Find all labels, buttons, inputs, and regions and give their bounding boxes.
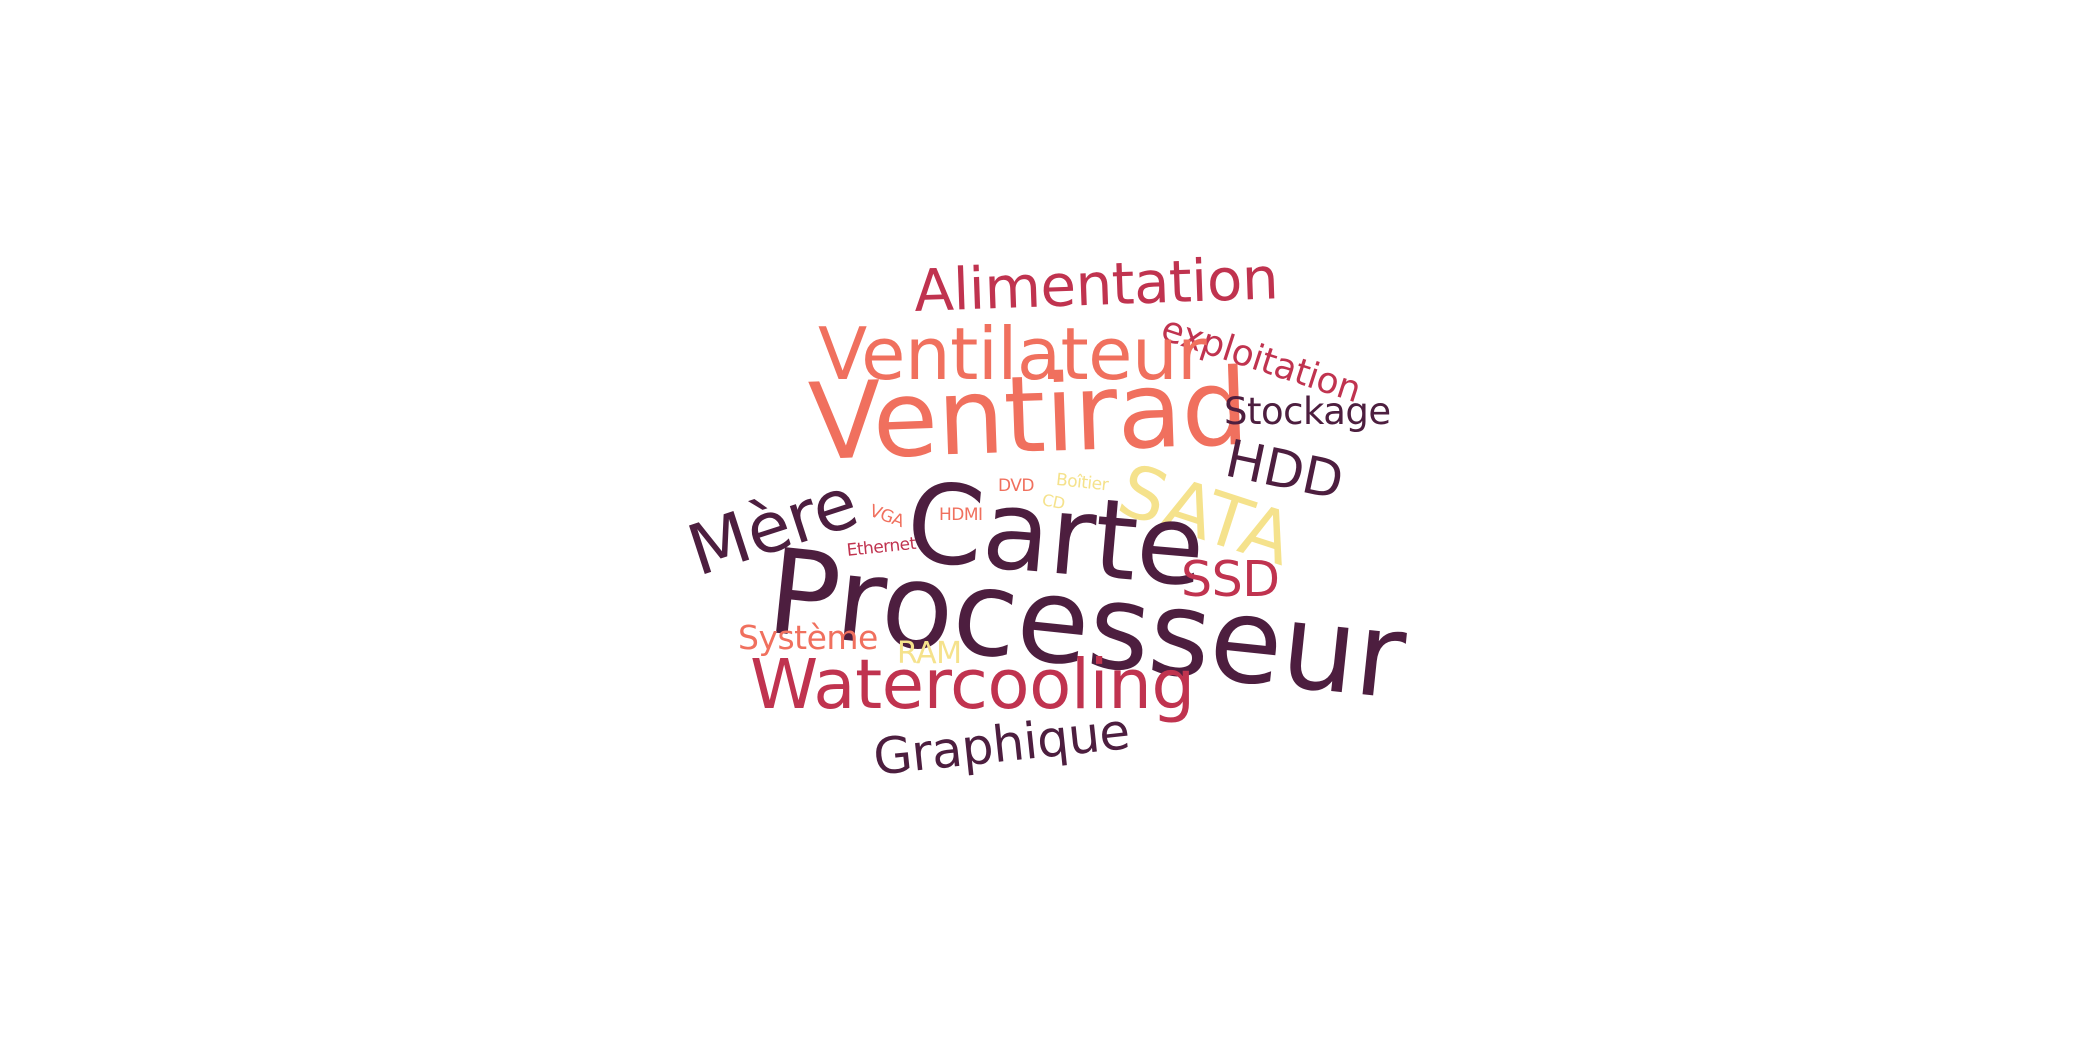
word-vga: VGA bbox=[866, 501, 907, 532]
word-watercooling: Watercooling bbox=[750, 645, 1195, 725]
word-hdmi: HDMI bbox=[939, 505, 983, 525]
word-ventirad: Ventirad bbox=[806, 345, 1251, 484]
word-dvd: DVD bbox=[998, 476, 1035, 496]
word-systeme: Système bbox=[738, 618, 878, 657]
word-ventilateur: Ventilateur bbox=[818, 312, 1207, 396]
word-ssd: SSD bbox=[1181, 551, 1280, 608]
word-ram: RAM bbox=[897, 636, 962, 671]
word-stockage: Stockage bbox=[1224, 390, 1391, 433]
word-alimentation: Alimentation bbox=[912, 244, 1280, 325]
